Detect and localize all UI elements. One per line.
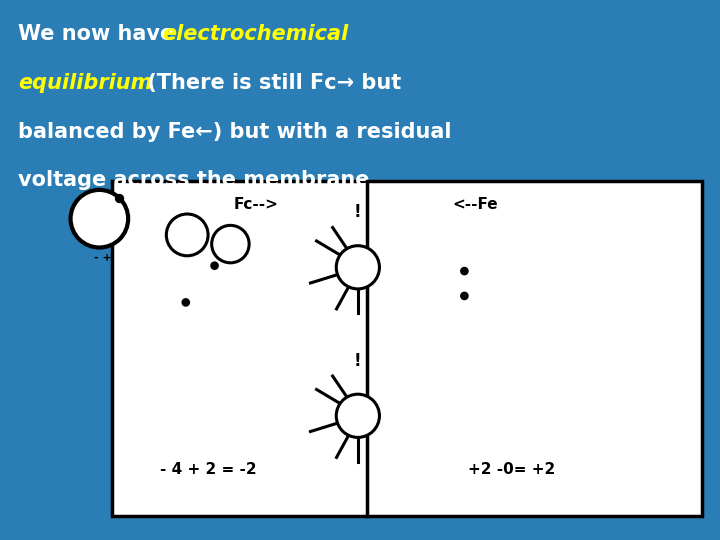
Text: electrochemical: electrochemical: [162, 24, 348, 44]
Text: !: !: [354, 352, 361, 370]
FancyBboxPatch shape: [112, 181, 702, 516]
Text: - +: - +: [94, 253, 112, 264]
Text: equilibrium: equilibrium: [18, 73, 153, 93]
Ellipse shape: [460, 267, 469, 275]
Text: +2 -0= +2: +2 -0= +2: [467, 462, 555, 477]
Text: - 4 + 2 = -2: - 4 + 2 = -2: [161, 462, 257, 477]
Ellipse shape: [115, 194, 125, 203]
Ellipse shape: [336, 394, 379, 437]
Ellipse shape: [166, 214, 208, 256]
Text: Fc-->: Fc-->: [233, 197, 278, 212]
Text: voltage across the membrane: voltage across the membrane: [18, 170, 369, 190]
Text: (There is still Fc→ but: (There is still Fc→ but: [140, 73, 402, 93]
Ellipse shape: [181, 298, 190, 307]
Ellipse shape: [336, 246, 379, 289]
Text: We now have: We now have: [18, 24, 181, 44]
Text: balanced by Fe←) but with a residual: balanced by Fe←) but with a residual: [18, 122, 451, 141]
Ellipse shape: [212, 225, 249, 263]
Text: <--Fe: <--Fe: [452, 197, 498, 212]
Text: !: !: [354, 204, 361, 221]
Ellipse shape: [210, 261, 219, 270]
Ellipse shape: [71, 190, 128, 247]
Ellipse shape: [460, 292, 469, 300]
